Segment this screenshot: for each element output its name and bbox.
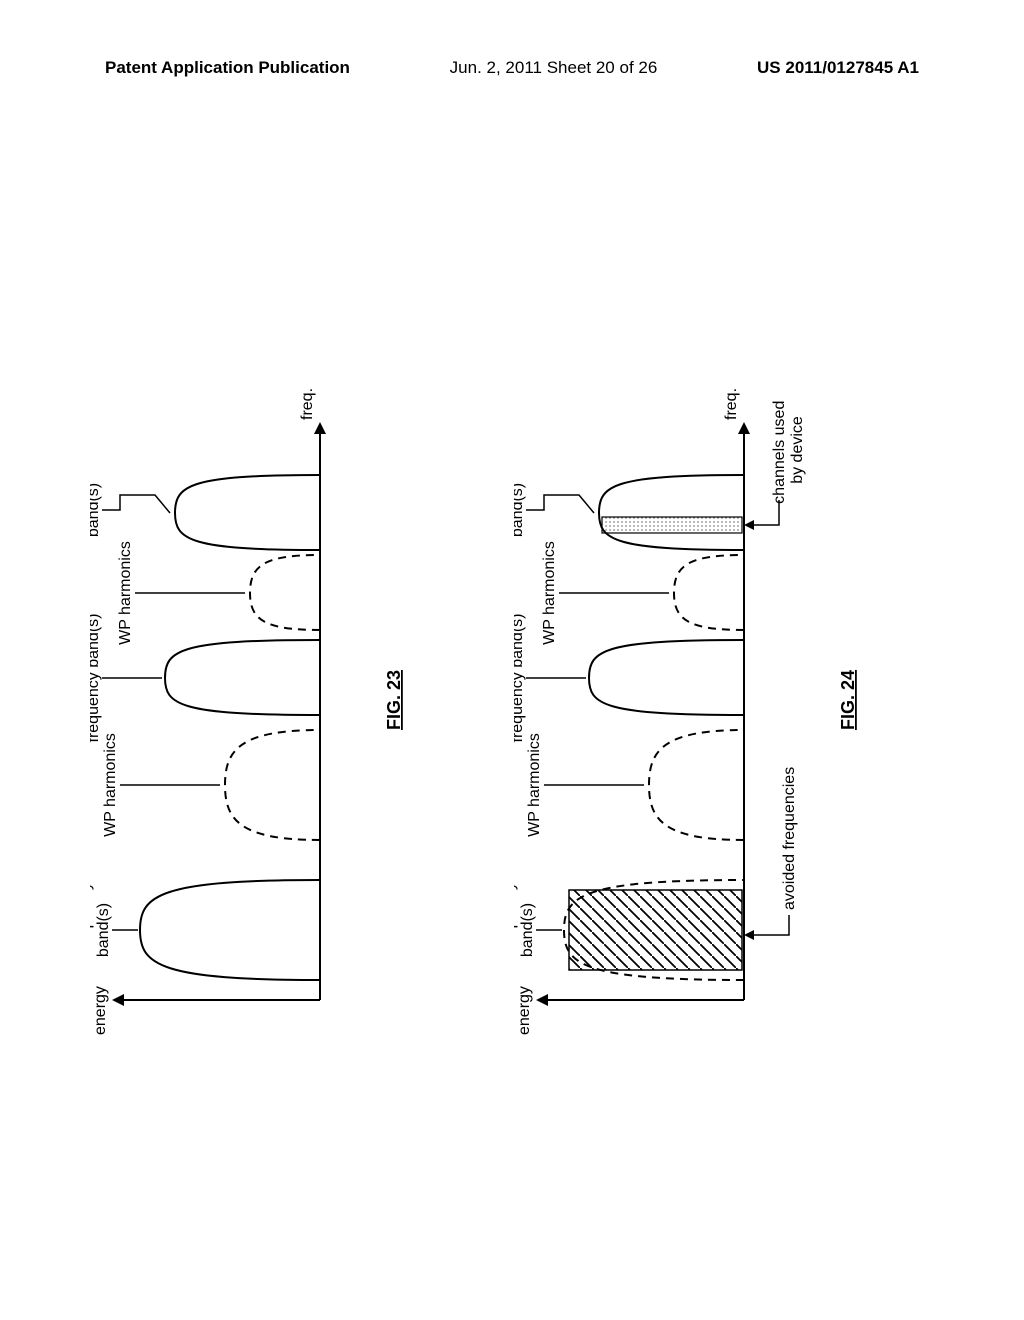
device-freq-label-24: device frequency band(s) (514, 447, 526, 572)
x-axis-label: freq. (299, 388, 316, 420)
header-center: Jun. 2, 2011 Sheet 20 of 26 (450, 58, 658, 78)
page-header: Patent Application Publication Jun. 2, 2… (0, 58, 1024, 78)
wp-harm1-label-24: WP harmonics (526, 733, 543, 837)
fig24-caption: FIG. 24 (838, 670, 858, 730)
wp-control-label-24: WP control comm. frequency band(s) (514, 611, 526, 746)
fig-24: energy freq. WP frequency band(s) WP har… (514, 150, 934, 1250)
wp-harm2-label-24: WP harmonics (541, 541, 558, 645)
wp-freq-label-24: WP frequency band(s) (514, 878, 536, 983)
y-axis-label-24: energy (516, 986, 533, 1035)
avoided-freq-box (569, 890, 742, 970)
device-freq-label: device frequency band(s) (90, 447, 102, 572)
header-right: US 2011/0127845 A1 (757, 58, 919, 78)
y-axis-label: energy (92, 986, 109, 1035)
wp-harm2-label: WP harmonics (117, 541, 134, 645)
fig23-caption: FIG. 23 (384, 670, 404, 730)
x-axis-label-24: freq. (723, 388, 740, 420)
wp-freq-label: WP frequency band(s) (90, 878, 112, 983)
avoided-label: avoided frequencies (781, 767, 798, 910)
header-left: Patent Application Publication (105, 58, 350, 78)
figures-area: energy freq. WP frequency band(s) WP har… (90, 150, 934, 1250)
wp-harm1-label: WP harmonics (102, 733, 119, 837)
channel-box (602, 517, 742, 533)
wp-control-label: WP control comm. frequency band(s) (90, 611, 102, 746)
fig-23: energy freq. WP frequency band(s) WP har… (90, 150, 510, 1250)
channels-label: channels used by device (771, 396, 806, 504)
